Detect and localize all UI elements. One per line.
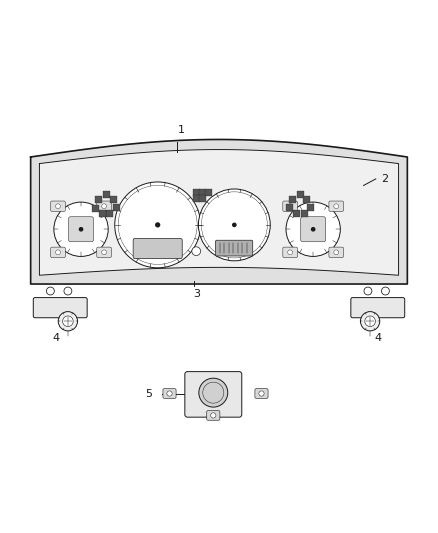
Text: 1: 1 — [178, 125, 185, 135]
FancyBboxPatch shape — [300, 217, 326, 242]
Circle shape — [288, 250, 293, 255]
Text: 2: 2 — [381, 174, 388, 184]
FancyBboxPatch shape — [283, 201, 297, 212]
Circle shape — [334, 204, 339, 208]
FancyBboxPatch shape — [97, 247, 111, 257]
FancyBboxPatch shape — [133, 238, 182, 259]
FancyBboxPatch shape — [33, 297, 87, 318]
Bar — [293, 209, 300, 216]
Bar — [199, 189, 206, 197]
Bar — [289, 197, 296, 204]
Circle shape — [56, 204, 60, 208]
Circle shape — [102, 204, 106, 208]
Bar — [110, 197, 117, 204]
Text: 3: 3 — [193, 289, 200, 299]
Circle shape — [64, 287, 72, 295]
Circle shape — [286, 202, 340, 256]
Circle shape — [360, 312, 380, 331]
Bar — [113, 204, 120, 211]
Circle shape — [167, 391, 172, 396]
Bar — [193, 189, 200, 197]
Circle shape — [63, 316, 73, 327]
Circle shape — [381, 287, 389, 295]
FancyBboxPatch shape — [255, 389, 268, 398]
FancyBboxPatch shape — [51, 201, 65, 212]
Text: 4: 4 — [374, 333, 381, 343]
Polygon shape — [39, 150, 399, 275]
Circle shape — [56, 250, 60, 255]
Bar — [193, 195, 200, 202]
Circle shape — [334, 250, 339, 255]
Bar — [199, 195, 206, 202]
FancyBboxPatch shape — [97, 201, 111, 212]
FancyBboxPatch shape — [51, 247, 65, 257]
FancyBboxPatch shape — [329, 247, 343, 257]
Bar — [92, 205, 99, 212]
Text: 4: 4 — [53, 333, 60, 343]
Circle shape — [198, 189, 270, 261]
Circle shape — [211, 413, 216, 418]
FancyBboxPatch shape — [351, 297, 405, 318]
Bar — [205, 189, 212, 197]
Text: 5: 5 — [145, 389, 152, 399]
Circle shape — [288, 204, 293, 208]
Circle shape — [102, 250, 106, 255]
Circle shape — [364, 287, 372, 295]
Bar — [303, 197, 310, 204]
Circle shape — [79, 228, 83, 231]
Bar — [99, 209, 106, 216]
FancyBboxPatch shape — [163, 389, 176, 398]
Circle shape — [58, 312, 78, 331]
Bar — [103, 191, 110, 198]
Bar — [307, 204, 314, 211]
Polygon shape — [31, 140, 407, 284]
FancyBboxPatch shape — [68, 217, 94, 242]
FancyBboxPatch shape — [329, 201, 343, 212]
Circle shape — [311, 228, 315, 231]
Bar — [301, 209, 308, 216]
Circle shape — [46, 287, 54, 295]
Circle shape — [156, 223, 159, 227]
FancyBboxPatch shape — [215, 240, 253, 256]
Bar — [106, 209, 113, 216]
Circle shape — [192, 247, 201, 255]
Circle shape — [365, 316, 375, 327]
Circle shape — [259, 391, 264, 396]
Circle shape — [233, 223, 236, 227]
Circle shape — [54, 202, 108, 256]
Bar — [95, 197, 102, 204]
FancyBboxPatch shape — [207, 410, 220, 420]
FancyBboxPatch shape — [185, 372, 242, 417]
Bar — [286, 204, 293, 211]
FancyBboxPatch shape — [283, 247, 297, 257]
Bar — [297, 191, 304, 198]
Circle shape — [115, 182, 201, 268]
Circle shape — [199, 378, 228, 407]
